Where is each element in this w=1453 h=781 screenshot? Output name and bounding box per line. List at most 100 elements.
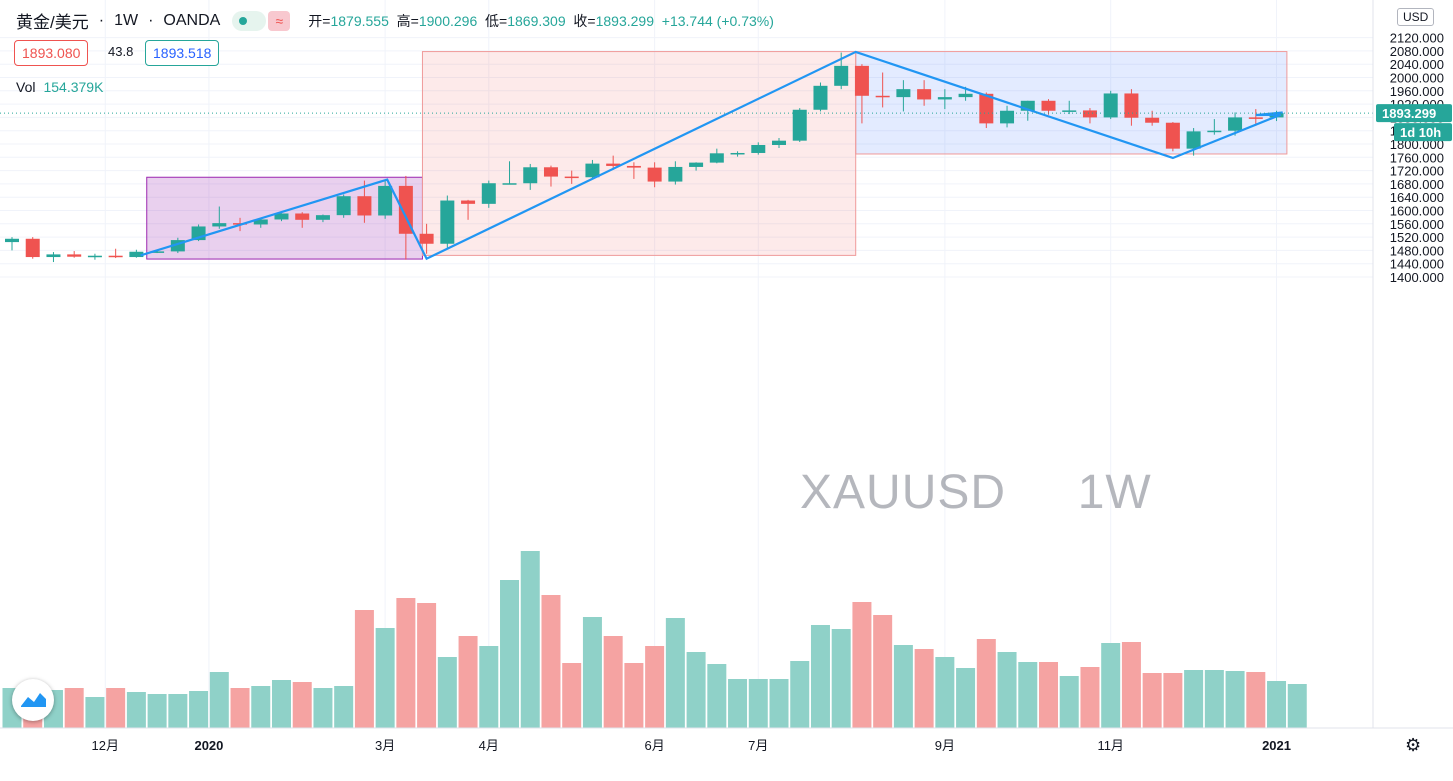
volume-bar-21: [437, 657, 457, 728]
y-tick-label-7: 1680.000: [1390, 177, 1444, 192]
candle-48: [1000, 105, 1015, 128]
volume-bar-32: [665, 618, 685, 728]
currency-button[interactable]: USD: [1397, 8, 1435, 26]
x-tick-label-4: 6月: [645, 738, 665, 753]
volume-bar-3: [64, 688, 84, 728]
volume-bar-37: [769, 679, 789, 728]
candle-34: [709, 148, 724, 164]
volume-bar-51: [1059, 676, 1079, 728]
grid-lines: [0, 0, 1373, 728]
volume-bar-6: [126, 692, 146, 728]
zigzag-trendline[interactable]: [140, 50, 1283, 261]
candle-2: [46, 252, 61, 263]
candle-25: [523, 163, 538, 190]
candle-10: [212, 206, 227, 229]
candle-14: [295, 212, 310, 228]
candle-57: [1186, 128, 1201, 156]
volume-bar-43: [893, 645, 913, 728]
y-tick-label-9: 1760.000: [1390, 150, 1444, 165]
volume-legend: Vol 154.379K: [16, 79, 103, 95]
gear-icon[interactable]: ⚙: [1405, 735, 1422, 755]
countdown-tag: 1d 10h: [1400, 125, 1441, 140]
candle-38: [792, 108, 807, 143]
volume-bar-19: [396, 598, 416, 728]
volume-bar-42: [873, 615, 893, 728]
volume-bar-44: [914, 649, 934, 728]
volume-bar-36: [748, 679, 768, 728]
volume-bar-54: [1121, 642, 1141, 728]
candle-20: [419, 223, 434, 254]
volume-bar-50: [1039, 662, 1058, 728]
candle-30: [626, 162, 641, 179]
volume-bar-41: [852, 602, 872, 728]
countdown-tag-bg: [1394, 123, 1452, 142]
sell-button[interactable]: 1893.080: [14, 40, 89, 66]
tradingview-logo-icon[interactable]: [12, 679, 54, 721]
high-label: 高=: [396, 12, 419, 29]
symbol-watermark: XAUUSD 1W: [800, 466, 1152, 519]
candle-28: [585, 159, 600, 179]
buy-button[interactable]: 1893.518: [145, 40, 220, 66]
candle-13: [274, 213, 289, 222]
y-tick-label-2: 1480.000: [1390, 243, 1444, 258]
candle-26: [543, 165, 558, 187]
wave-icon[interactable]: ≈: [268, 10, 291, 31]
candle-58: [1207, 119, 1222, 135]
y-tick-label-15: 2000.000: [1390, 71, 1444, 86]
y-tick-label-18: 2120.000: [1390, 31, 1444, 46]
candlestick-series: [5, 52, 1284, 263]
y-tick-label-16: 2040.000: [1390, 57, 1444, 72]
x-tick-label-3: 4月: [479, 738, 499, 753]
y-tick-label-8: 1720.000: [1390, 164, 1444, 179]
candle-53: [1103, 90, 1118, 120]
volume-bar-59: [1225, 671, 1245, 728]
y-tick-label-14: 1960.000: [1390, 84, 1444, 99]
volume-bar-10: [209, 672, 229, 728]
volume-bar-56: [1163, 673, 1183, 728]
volume-bar-5: [106, 688, 126, 728]
volume-label: Vol: [16, 79, 36, 95]
legend-header: 黄金/美元 · 1W · OANDA ≈ 开=1879.555 高=1900.2…: [16, 8, 774, 33]
volume-bar-18: [375, 628, 395, 728]
volume-bar-55: [1142, 673, 1162, 728]
volume-bar-4: [85, 697, 105, 728]
close-label: 收=: [573, 12, 596, 29]
candle-47: [979, 92, 994, 129]
price-axis[interactable]: 1400.0001440.0001480.0001520.0001560.000…: [1372, 0, 1444, 728]
candle-18: [378, 180, 393, 219]
interval-label[interactable]: 1W: [114, 11, 139, 29]
volume-bars: [2, 551, 1307, 728]
volume-bar-52: [1080, 667, 1100, 728]
range-rectangles[interactable]: [146, 51, 1288, 260]
zigzag-line: [140, 50, 1282, 261]
y-tick-label-5: 1600.000: [1390, 204, 1444, 219]
volume-bar-13: [271, 680, 291, 728]
open-value: 1879.555: [330, 12, 389, 29]
candle-8: [170, 237, 185, 254]
volume-bar-40: [831, 629, 851, 728]
market-status-icon[interactable]: [232, 10, 267, 31]
volume-bar-35: [728, 679, 748, 728]
candle-52: [1082, 108, 1097, 124]
candle-60: [1248, 109, 1263, 126]
time-axis[interactable]: 12月 2020 3月 4月 6月 7月 9月 11月 2021: [0, 727, 1453, 753]
volume-bar-12: [251, 686, 271, 728]
volume-bar-9: [189, 691, 209, 728]
candle-56: [1165, 122, 1180, 152]
x-tick-label-5: 7月: [748, 738, 768, 753]
x-tick-label-8: 2021: [1262, 738, 1291, 753]
symbol-name[interactable]: 黄金/美元: [16, 13, 89, 32]
candle-5: [108, 248, 123, 259]
volume-bar-53: [1101, 643, 1121, 728]
candle-21: [440, 195, 455, 248]
volume-bar-46: [956, 668, 976, 728]
volume-bar-58: [1204, 670, 1224, 728]
candle-23: [481, 180, 496, 208]
volume-bar-45: [935, 657, 955, 728]
high-value: 1900.296: [418, 12, 478, 29]
volume-bar-16: [334, 686, 354, 728]
volume-bar-22: [458, 636, 478, 728]
candle-54: [1124, 89, 1139, 126]
candle-24: [502, 161, 517, 185]
